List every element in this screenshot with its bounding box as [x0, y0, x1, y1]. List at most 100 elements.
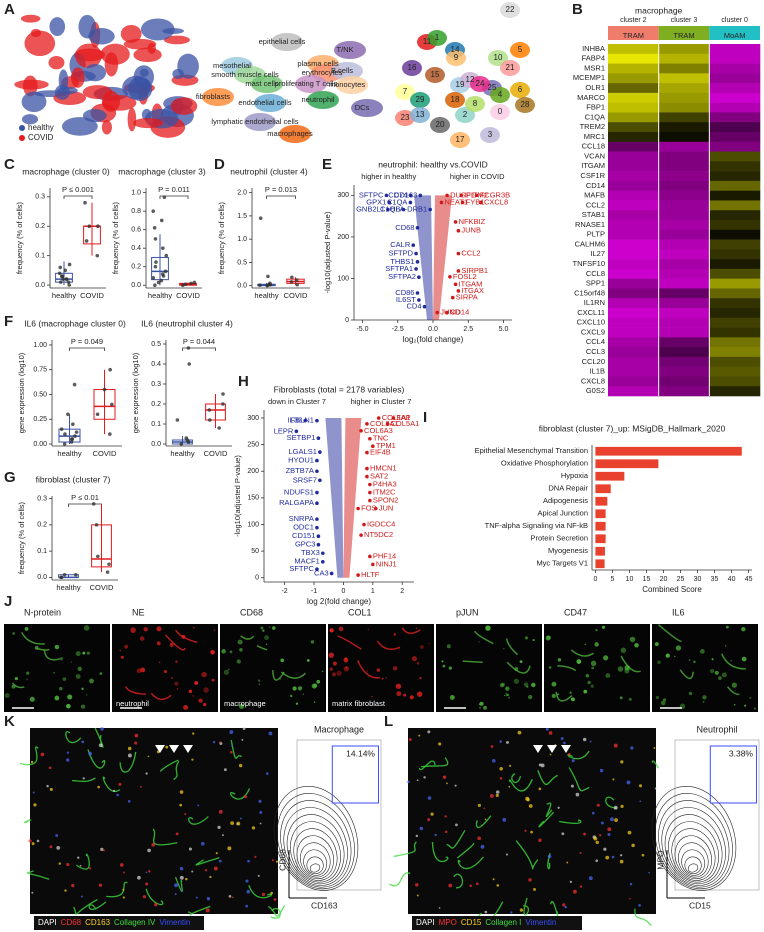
data-point: [66, 280, 71, 284]
nucleus: [175, 832, 179, 836]
heatmap-cell: [658, 161, 710, 172]
cell-type-label: neutrophil: [302, 95, 335, 104]
image-texture: [617, 666, 624, 672]
y-tick-label: 0.2: [37, 522, 47, 529]
data-point: [66, 412, 70, 417]
nucleus: [56, 846, 61, 850]
umap-region: [510, 42, 530, 58]
column-group-bar: [709, 26, 760, 40]
row-label: IL27: [590, 249, 605, 258]
gene-point: [439, 200, 444, 205]
umap-region: [251, 75, 283, 93]
heatmap-cell: [608, 141, 659, 152]
x-tick-label: 40: [728, 576, 736, 583]
umap-region: [336, 76, 368, 94]
nucleus: [174, 893, 177, 896]
gene-label: JUNB: [461, 226, 481, 235]
y-tick-label: 0.25: [33, 416, 47, 423]
heatmap-cell: [709, 141, 761, 152]
heatmap-cell: [608, 298, 659, 309]
image-texture: [328, 652, 335, 658]
image-texture: [419, 676, 422, 680]
gene-point: [368, 490, 372, 495]
y-tick-label: DNA Repair: [548, 484, 588, 493]
contour: [684, 856, 702, 875]
cluster-label: 6: [518, 85, 523, 94]
heatmap-cell: [709, 366, 761, 377]
nucleus: [639, 800, 642, 803]
image-texture: [53, 671, 55, 674]
panel-letter: K: [4, 713, 15, 730]
gene-label: FCGR3B: [480, 190, 510, 199]
image-texture: [619, 696, 623, 700]
data-point: [67, 283, 72, 287]
chart-title: Fibroblasts (total = 2178 variables): [274, 384, 405, 394]
flow-title: Macrophage: [314, 724, 364, 734]
nucleus: [222, 834, 224, 837]
contour: [303, 849, 328, 876]
data-point: [294, 278, 299, 282]
nucleus: [496, 884, 500, 887]
nucleus: [626, 780, 631, 785]
row-label: CCL8: [586, 269, 605, 278]
image-texture: [557, 665, 577, 672]
image-texture: [59, 657, 64, 661]
gene-label: SFTPA2: [388, 272, 416, 281]
panel-letter: F: [4, 313, 13, 330]
heatmap-cell: [608, 83, 659, 94]
heatmap-cell: [709, 298, 761, 309]
image-texture: [730, 660, 732, 662]
heatmap-cell: [608, 327, 659, 338]
heatmap-cell: [709, 122, 761, 133]
collagen-fiber: [446, 829, 466, 849]
data-point: [186, 346, 191, 350]
image-texture: [720, 653, 746, 670]
y-tick-label: 0.8: [131, 208, 141, 215]
umap-region: [177, 53, 199, 79]
gene-point: [368, 554, 372, 559]
image-inset-label: matrix fibroblast: [332, 699, 386, 708]
nucleus: [605, 855, 610, 860]
gene-label: IGDCC4: [367, 519, 395, 528]
image-texture: [478, 641, 480, 643]
image-texture: [441, 660, 444, 663]
umap-region: [427, 30, 447, 46]
image-texture: [753, 707, 757, 710]
gate: [709, 745, 757, 804]
nucleus: [528, 878, 532, 882]
y-tick-label: Epithelial Mesenchymal Transition: [475, 446, 588, 455]
collagen-fiber: [388, 872, 411, 887]
contour: [671, 828, 716, 881]
image-texture: [302, 693, 304, 695]
image-texture: [693, 660, 696, 664]
image-texture: [203, 687, 209, 693]
image-texture: [86, 651, 90, 655]
heatmap-cell: [658, 220, 710, 231]
gene-label: GNB2L1: [356, 204, 385, 213]
data-point: [64, 277, 69, 281]
collagen-fiber: [174, 876, 183, 893]
umap-region: [446, 50, 466, 66]
nucleus: [100, 727, 104, 731]
gene-label: FOSL2: [453, 272, 477, 281]
y-axis-label: -log10(adjusted P-value): [233, 455, 242, 537]
image-texture: [70, 661, 72, 663]
x-tick-label: -5.0: [356, 326, 368, 333]
annotation: higher in Cluster 7: [351, 397, 412, 406]
umap-region: [402, 60, 422, 76]
y-tick-label: 0.6: [131, 227, 141, 234]
nucleus: [33, 803, 37, 807]
nucleus: [416, 779, 419, 782]
image-texture: [674, 655, 676, 658]
nucleus: [600, 821, 604, 825]
data-point: [187, 362, 192, 366]
nucleus: [270, 891, 274, 895]
image-texture: [451, 695, 455, 698]
chart-title: neutrophil: healthy vs.COVID: [378, 159, 488, 169]
row-label: TNFSF10: [572, 259, 605, 268]
nucleus: [407, 780, 410, 784]
umap-region: [515, 97, 535, 113]
nucleus: [619, 854, 623, 857]
panel-letter: H: [238, 373, 249, 390]
collagen-fiber: [65, 730, 82, 744]
